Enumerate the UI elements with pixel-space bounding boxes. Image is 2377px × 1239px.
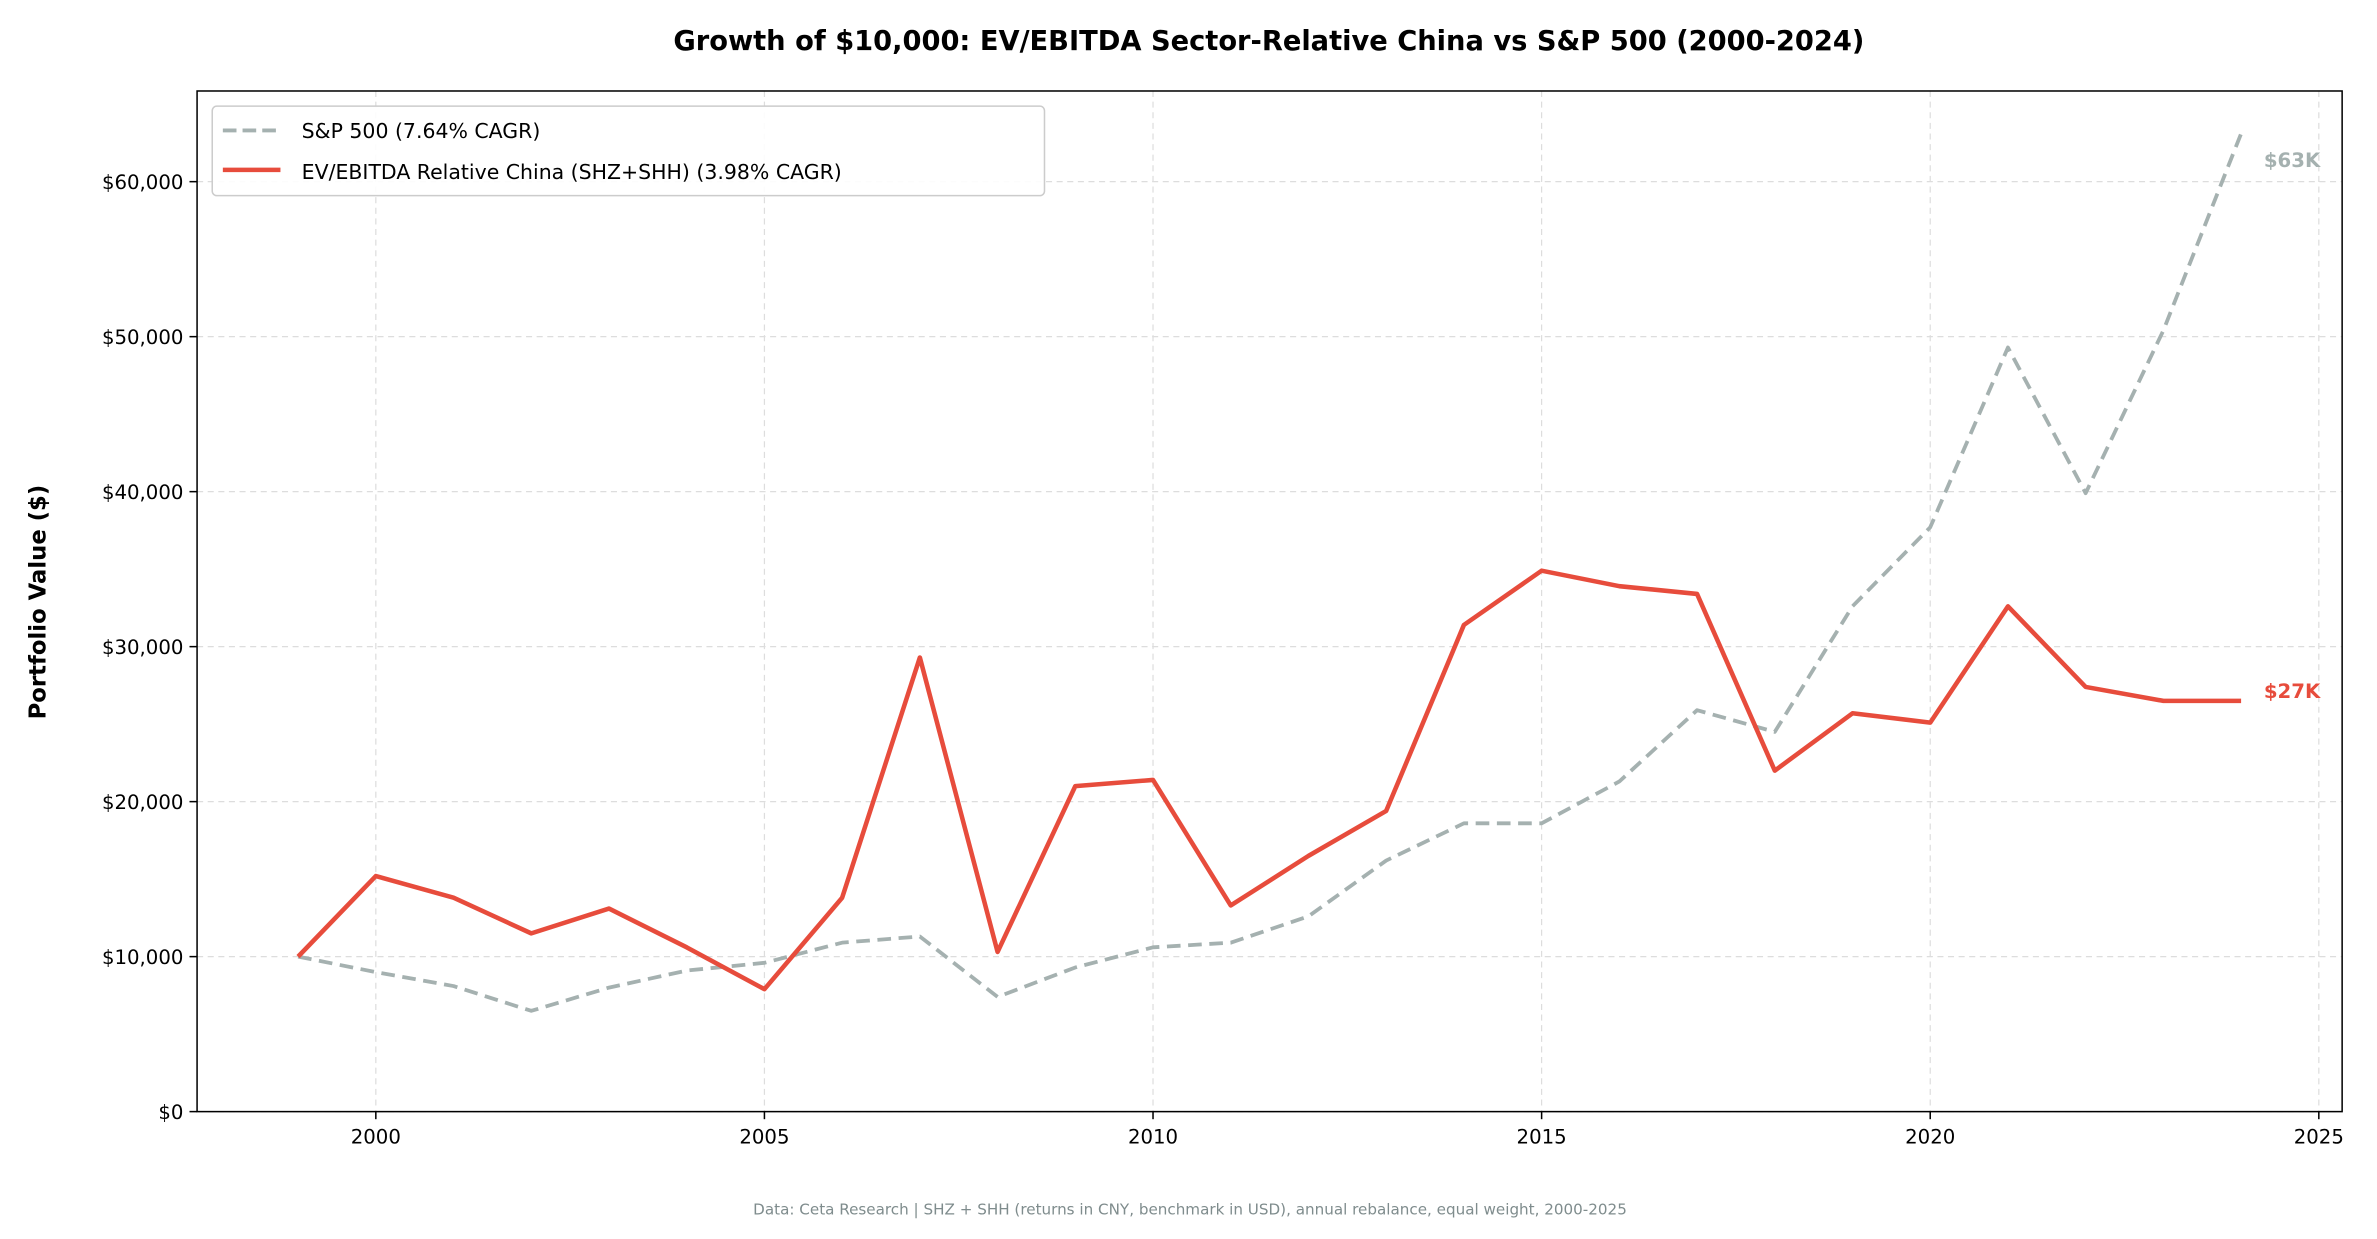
x-tick-label: 2000	[351, 1125, 401, 1148]
y-tick-label: $50,000	[102, 326, 183, 349]
y-tick-label: $30,000	[102, 636, 183, 659]
x-tick-label: 2025	[2294, 1125, 2344, 1148]
y-tick-label: $0	[158, 1101, 183, 1124]
plot-frame	[196, 90, 2343, 1113]
x-tick-label: 2015	[1517, 1125, 1567, 1148]
series-line-sp500	[297, 132, 2243, 1013]
x-axis: 2000 2005 2010 2015 2020 2025	[351, 1111, 2344, 1148]
y-tick-label: $40,000	[102, 481, 183, 504]
legend-label-sp500: S&P 500 (7.64% CAGR)	[302, 119, 541, 143]
series-line-china	[296, 568, 2242, 992]
y-axis: $0 $10,000 $20,000 $30,000 $40,000 $50,000 $60…	[102, 171, 198, 1124]
y-axis-label: Portfolio Value ($)	[25, 485, 51, 720]
grid	[197, 90, 2343, 1113]
x-tick-label: 2010	[1128, 1125, 1178, 1148]
end-label: $63K	[2264, 149, 2321, 172]
series-lines	[296, 132, 2243, 1013]
y-tick-label: $10,000	[102, 946, 183, 969]
end-labels: $63K $27K	[2264, 149, 2321, 703]
end-label: $27K	[2264, 680, 2321, 703]
legend-label-china: EV/EBITDA Relative China (SHZ+SHH) (3.98…	[302, 160, 842, 184]
x-tick-label: 2005	[739, 1125, 789, 1148]
x-tick-label: 2020	[1905, 1125, 1955, 1148]
footnote: Data: Ceta Research | SHZ + SHH (returns…	[753, 1201, 1627, 1219]
y-tick-label: $60,000	[102, 171, 183, 194]
y-tick-label: $20,000	[102, 791, 183, 814]
chart-title: Growth of $10,000: EV/EBITDA Sector-Rela…	[673, 26, 1864, 57]
legend: S&P 500 (7.64% CAGR) EV/EBITDA Relative …	[211, 105, 1046, 197]
legend-box	[211, 105, 1046, 197]
